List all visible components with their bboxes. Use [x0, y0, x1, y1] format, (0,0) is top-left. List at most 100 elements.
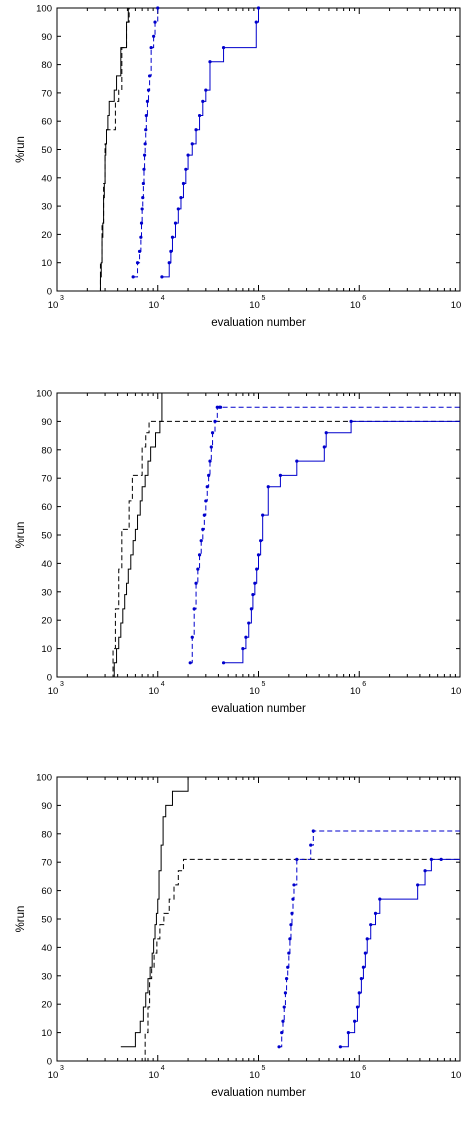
series-point: [373, 911, 378, 915]
series-point: [349, 419, 353, 423]
chart-panel-3: 0102030405060708090100103104105106107eva…: [15, 773, 461, 1100]
series-point: [201, 527, 205, 531]
x-tick-label: 10: [249, 1070, 260, 1081]
series-line-black-solid: [120, 776, 460, 1048]
x-tick-label: 10: [350, 300, 361, 311]
series-point: [140, 207, 144, 211]
series-point: [194, 581, 198, 585]
series-line-blue-solid: [223, 420, 460, 664]
y-tick-label: 90: [41, 417, 52, 428]
x-tick-exponent: 4: [161, 681, 165, 688]
series-point: [282, 1005, 286, 1009]
y-tick-label: 30: [41, 587, 52, 598]
y-tick-label: 90: [41, 801, 52, 812]
series-point: [194, 128, 198, 132]
series-point: [288, 937, 292, 941]
series-point: [173, 221, 178, 225]
x-tick-label: 10: [451, 1070, 461, 1081]
series-point: [254, 20, 258, 24]
y-tick-label: 70: [41, 858, 52, 869]
x-tick-exponent: 6: [362, 295, 366, 302]
y-tick-label: 70: [41, 88, 52, 99]
series-point: [363, 951, 367, 955]
series-point: [204, 88, 208, 92]
series-point: [145, 99, 150, 103]
series-point: [292, 883, 296, 887]
series-point: [170, 235, 175, 239]
series-point: [137, 249, 142, 253]
series-point: [153, 20, 157, 24]
y-tick-label: 100: [36, 389, 52, 400]
series-point: [186, 153, 190, 157]
series-point: [210, 431, 215, 435]
series-point: [192, 607, 196, 611]
series-point: [156, 6, 160, 10]
x-tick-label: 10: [148, 300, 159, 311]
x-tick-exponent: 6: [362, 681, 366, 688]
series-point: [249, 607, 253, 611]
chart-panel-1: 0102030405060708090100103104105106107eva…: [15, 4, 461, 330]
series-point: [355, 1005, 360, 1009]
series-point: [324, 431, 328, 435]
x-tick-label: 10: [249, 300, 260, 311]
series-point: [169, 249, 173, 253]
series-point: [144, 128, 148, 132]
x-tick-exponent: 6: [362, 1065, 366, 1072]
series-point: [152, 34, 156, 38]
series-point: [338, 1045, 343, 1049]
series-point: [259, 539, 263, 543]
y-tick-label: 100: [36, 4, 52, 15]
series-point: [322, 445, 326, 449]
y-tick-label: 0: [47, 287, 52, 298]
series-line-black-dashed: [143, 858, 460, 1062]
series-point: [255, 567, 259, 571]
series-point: [199, 539, 203, 543]
y-tick-label: 80: [41, 829, 52, 840]
y-tick-label: 80: [41, 60, 52, 71]
plot-frame: [56, 7, 461, 292]
series-point: [295, 857, 299, 861]
x-tick-label: 10: [48, 300, 59, 311]
series-point: [196, 567, 200, 571]
y-tick-label: 60: [41, 886, 52, 897]
series-point: [197, 553, 202, 557]
series-point: [221, 661, 226, 665]
x-axis-label: evaluation number: [211, 703, 306, 715]
y-tick-label: 90: [41, 32, 52, 43]
series-point: [179, 196, 183, 200]
x-axis-label: evaluation number: [211, 1087, 306, 1099]
series-point: [365, 937, 369, 941]
y-tick-label: 20: [41, 1000, 52, 1011]
x-tick-label: 10: [451, 300, 461, 311]
y-tick-label: 30: [41, 202, 52, 213]
series-point: [201, 99, 205, 103]
series-line-black-solid: [111, 392, 460, 678]
series-point: [416, 883, 420, 887]
y-tick-label: 50: [41, 145, 52, 156]
series-line-black-solid: [99, 7, 143, 292]
y-tick-label: 20: [41, 230, 52, 241]
x-tick-label: 10: [249, 686, 260, 697]
series-point: [346, 1031, 350, 1035]
series-point: [167, 261, 171, 265]
x-tick-label: 10: [451, 686, 461, 697]
series-line-blue-solid: [340, 858, 460, 1048]
series-point: [205, 485, 209, 489]
x-tick-exponent: 5: [262, 295, 266, 302]
series-point: [295, 459, 299, 463]
y-tick-label: 40: [41, 173, 52, 184]
series-point: [207, 473, 211, 477]
series-point: [256, 6, 261, 10]
series-point: [213, 419, 217, 423]
series-point: [208, 459, 212, 463]
series-point: [369, 923, 373, 927]
x-tick-exponent: 5: [262, 681, 266, 688]
series-point: [378, 897, 382, 901]
series-point: [184, 167, 188, 171]
series-point: [141, 196, 145, 200]
y-axis-label: %run: [15, 522, 27, 549]
series-point: [266, 485, 270, 489]
series-point: [309, 843, 313, 847]
